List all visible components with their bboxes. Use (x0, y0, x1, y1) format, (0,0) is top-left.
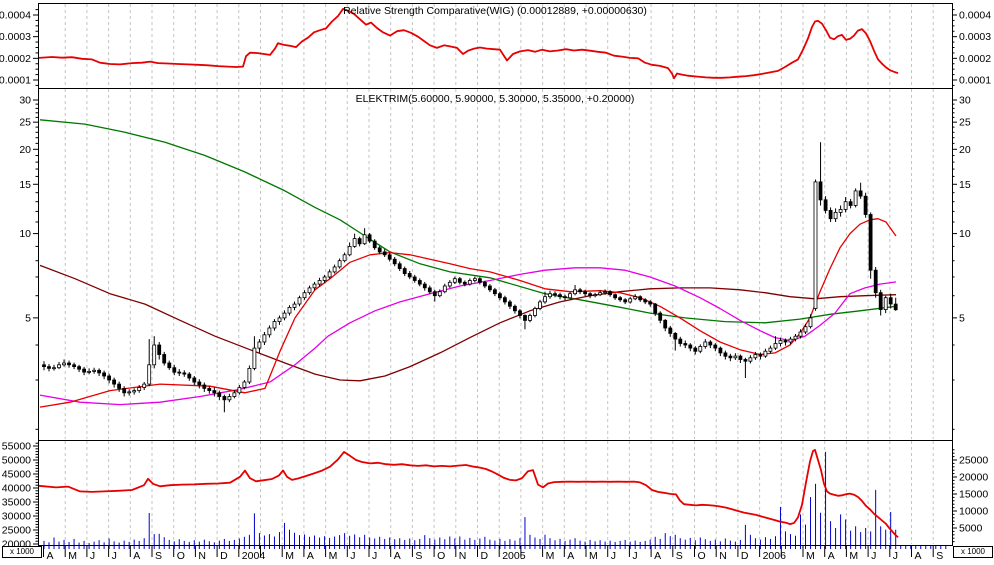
y-axis-labels: 0.0004 0.0004 0.0003 0.0003 0.0002 0.0002 0.00… (0, 9, 991, 550)
svg-text:0.0004: 0.0004 (959, 9, 991, 21)
svg-text:0.0001: 0.0001 (959, 75, 991, 87)
month-x-ticks (43, 546, 934, 557)
svg-text:10: 10 (19, 228, 31, 240)
svg-text:10: 10 (959, 228, 971, 240)
svg-text:N: N (719, 550, 727, 562)
candlesticks (42, 142, 898, 413)
svg-text:N: N (198, 550, 206, 562)
svg-text:15: 15 (19, 179, 31, 191)
svg-text:35000: 35000 (2, 497, 31, 509)
svg-text:N: N (459, 550, 467, 562)
svg-text:20: 20 (19, 144, 31, 156)
svg-text:D: D (481, 550, 489, 562)
svg-text:5: 5 (25, 312, 31, 324)
ma-maroon (39, 264, 897, 382)
y-axis-ticks (33, 9, 957, 545)
svg-text:A: A (133, 550, 140, 562)
ma-magenta (39, 267, 897, 406)
svg-text:J: J (632, 550, 637, 562)
svg-text:25000: 25000 (959, 455, 988, 467)
svg-text:25000: 25000 (2, 525, 31, 537)
svg-text:0.0002: 0.0002 (0, 53, 31, 65)
svg-text:A: A (394, 550, 401, 562)
svg-text:J: J (893, 550, 898, 562)
volume-bars (43, 451, 897, 545)
svg-text:S: S (676, 550, 683, 562)
svg-text:M: M (806, 550, 815, 562)
svg-text:0.0004: 0.0004 (0, 9, 31, 21)
svg-text:20: 20 (959, 144, 971, 156)
svg-text:5000: 5000 (959, 523, 983, 535)
svg-text:S: S (155, 550, 162, 562)
svg-text:5: 5 (959, 312, 965, 324)
panel-borders (38, 3, 953, 546)
svg-text:45000: 45000 (2, 469, 31, 481)
svg-text:M: M (849, 550, 858, 562)
svg-text:0.0001: 0.0001 (0, 75, 31, 87)
volume-indicator-red (38, 448, 899, 538)
svg-text:J: J (611, 550, 616, 562)
right-unit-label: x 1000 (953, 546, 993, 558)
svg-text:A: A (915, 550, 922, 562)
svg-text:M: M (546, 550, 555, 562)
svg-text:20000: 20000 (959, 472, 988, 484)
svg-text:D: D (741, 550, 749, 562)
svg-text:55000: 55000 (2, 441, 31, 453)
month-gridlines (64, 4, 934, 544)
svg-text:O: O (698, 550, 706, 562)
svg-text:J: J (90, 550, 95, 562)
svg-text:30: 30 (959, 94, 971, 106)
svg-text:D: D (220, 550, 228, 562)
svg-text:0.0003: 0.0003 (959, 31, 991, 43)
svg-text:25: 25 (959, 117, 971, 129)
svg-text:A: A (654, 550, 661, 562)
svg-text:O: O (437, 550, 445, 562)
left-unit-label: x 1000 (2, 546, 42, 558)
svg-text:30000: 30000 (2, 511, 31, 523)
svg-text:J: J (112, 550, 117, 562)
svg-text:A: A (47, 550, 54, 562)
svg-text:A: A (828, 550, 835, 562)
svg-text:J: J (350, 550, 355, 562)
svg-text:M: M (285, 550, 294, 562)
svg-text:15000: 15000 (959, 489, 988, 501)
svg-text:O: O (177, 550, 185, 562)
x-axis-labels: A M J J A S O N D 2004 M A M J J A S O N D 2005 M A M J J A S O N D 200… (47, 550, 944, 562)
moving-averages (39, 119, 897, 408)
svg-text:J: J (871, 550, 876, 562)
svg-text:A: A (307, 550, 314, 562)
weekly-x-ticks (43, 546, 947, 549)
svg-text:50000: 50000 (2, 455, 31, 467)
svg-text:10000: 10000 (959, 506, 988, 518)
svg-text:M: M (589, 550, 598, 562)
svg-text:25: 25 (19, 117, 31, 129)
svg-text:0.0003: 0.0003 (0, 31, 31, 43)
svg-text:M: M (68, 550, 77, 562)
svg-text:J: J (372, 550, 377, 562)
svg-text:S: S (936, 550, 943, 562)
ma-green (39, 119, 897, 324)
svg-text:2006: 2006 (763, 550, 787, 562)
svg-text:40000: 40000 (2, 483, 31, 495)
rsc-line (38, 7, 899, 80)
svg-text:2004: 2004 (242, 550, 266, 562)
svg-text:0.0002: 0.0002 (959, 53, 991, 65)
svg-text:15: 15 (959, 179, 971, 191)
svg-text:S: S (415, 550, 422, 562)
svg-text:M: M (329, 550, 338, 562)
svg-text:2005: 2005 (502, 550, 526, 562)
svg-text:A: A (567, 550, 574, 562)
svg-text:30: 30 (19, 94, 31, 106)
